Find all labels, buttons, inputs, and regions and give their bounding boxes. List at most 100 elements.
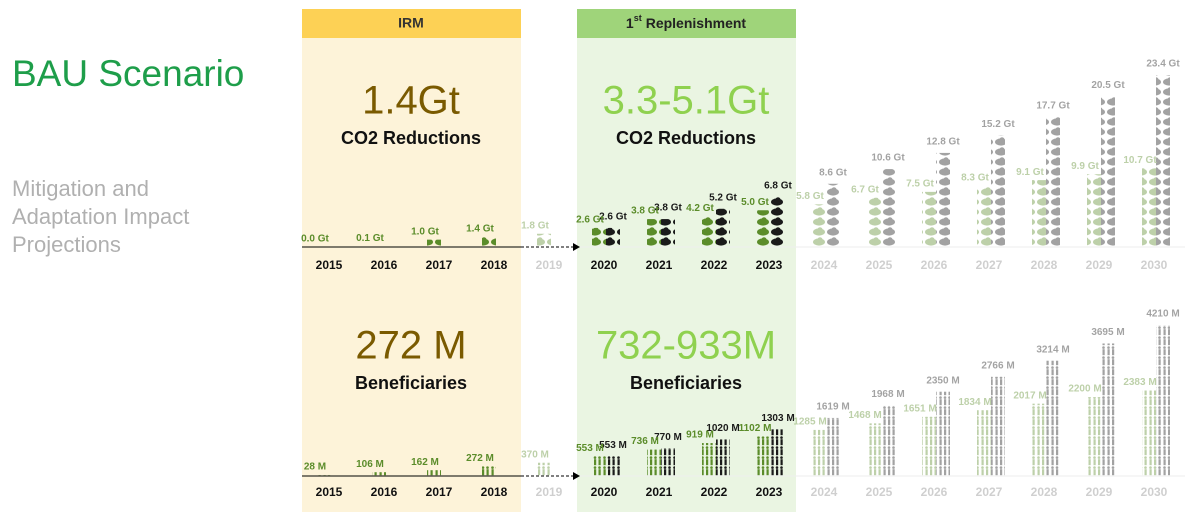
year-label: 2017 — [426, 485, 453, 499]
year-label: 2026 — [921, 258, 948, 272]
value-label: 2.6 Gt — [576, 215, 604, 226]
year-label: 2029 — [1086, 258, 1113, 272]
column: 2029 3695 M 2200 M — [1068, 327, 1124, 499]
value-label: 0.0 Gt — [301, 234, 329, 245]
value-label: 2200 M — [1068, 384, 1101, 395]
value-label: 2766 M — [981, 360, 1014, 371]
headline: 272 M — [355, 324, 466, 368]
year-label: 2021 — [646, 258, 673, 272]
icon-bar — [771, 429, 785, 476]
value-label: 20.5 Gt — [1091, 80, 1125, 91]
value-label: 1102 M — [739, 423, 772, 434]
year-label: 2016 — [371, 485, 398, 499]
icon-bar — [482, 466, 496, 476]
year-label: 2020 — [591, 258, 618, 272]
column: 2027 2766 M 1834 M — [958, 360, 1014, 499]
icon-bar — [881, 405, 895, 476]
year-label: 2030 — [1141, 258, 1168, 272]
caption: Beneficiaries — [630, 373, 742, 393]
icon-bar — [977, 410, 991, 476]
value-label: 1468 M — [848, 410, 881, 421]
icon-bar — [867, 197, 881, 247]
icon-bar — [812, 204, 826, 247]
icon-bar — [771, 197, 785, 247]
year-label: 2028 — [1031, 485, 1058, 499]
icon-bar — [812, 429, 826, 476]
value-label: 6.8 Gt — [764, 181, 792, 192]
icon-bar — [537, 233, 551, 247]
arrowhead — [573, 472, 580, 480]
icon-bar — [1142, 168, 1156, 247]
year-label: 2027 — [976, 485, 1003, 499]
replenishment-panel — [577, 38, 796, 512]
arrowhead — [573, 243, 580, 251]
subtitle: Projections — [12, 232, 121, 257]
year-label: 2017 — [426, 258, 453, 272]
value-label: 736 M — [631, 436, 659, 447]
panel-title: IRM — [398, 15, 424, 31]
icon-bar — [991, 135, 1005, 247]
icon-bar — [702, 216, 716, 247]
icon-bar — [1032, 403, 1046, 476]
value-label: 272 M — [466, 453, 494, 464]
irm-header — [302, 9, 521, 38]
value-label: 770 M — [654, 432, 682, 443]
value-label: 12.8 Gt — [926, 137, 960, 148]
column: 2023 6.8 Gt 5.0 Gt — [741, 181, 792, 273]
headline: 732-933M — [596, 324, 776, 368]
year-label: 2028 — [1031, 258, 1058, 272]
value-label: 5.2 Gt — [709, 192, 737, 203]
year-label: 2018 — [481, 485, 508, 499]
icon-bar — [922, 191, 936, 247]
value-label: 9.9 Gt — [1071, 161, 1099, 172]
value-label: 15.2 Gt — [981, 119, 1015, 130]
value-label: 919 M — [686, 430, 714, 441]
year-label: 2020 — [591, 485, 618, 499]
column: 2022 5.2 Gt4.2 Gt — [686, 192, 737, 272]
value-label: 1.8 Gt — [521, 220, 549, 231]
icon-bar — [647, 449, 661, 476]
caption: CO2 Reductions — [616, 128, 756, 148]
value-label: 23.4 Gt — [1146, 59, 1180, 70]
year-label: 2025 — [866, 258, 893, 272]
year-label: 2029 — [1086, 485, 1113, 499]
value-label: 0.1 Gt — [356, 233, 384, 244]
icon-bar — [592, 227, 606, 247]
year-label: 2027 — [976, 258, 1003, 272]
year-label: 2025 — [866, 485, 893, 499]
headline: 3.3-5.1Gt — [603, 79, 770, 123]
icon-bar — [936, 391, 950, 476]
value-label: 1.0 Gt — [411, 226, 439, 237]
value-label: 1834 M — [958, 397, 991, 408]
column: 2025 10.6 Gt 6.7 Gt — [851, 153, 905, 272]
value-label: 28 M — [304, 462, 326, 473]
icon-bar — [427, 470, 441, 476]
icon-bar — [1101, 96, 1115, 247]
value-label: 1303 M — [761, 413, 794, 424]
panel-title-number: 1 — [626, 15, 634, 31]
value-label: 2350 M — [926, 375, 959, 386]
icon-bar — [606, 227, 620, 247]
icon-bar — [922, 416, 936, 476]
icon-bar — [936, 152, 950, 247]
icon-bar — [881, 169, 895, 247]
value-label: 9.1 Gt — [1016, 167, 1044, 178]
column: 2030 23.4 Gt 10.7 Gt — [1123, 59, 1180, 273]
value-label: 3.8 Gt — [654, 203, 682, 214]
year-label: 2030 — [1141, 485, 1168, 499]
icon-bar — [1156, 325, 1170, 476]
column: 2018 272 M — [466, 453, 508, 499]
value-label: 1651 M — [903, 403, 936, 414]
icon-bar — [647, 219, 661, 247]
value-label: 4.2 Gt — [686, 203, 714, 214]
caption: Beneficiaries — [355, 373, 467, 393]
value-label: 10.6 Gt — [871, 153, 905, 164]
column: 2020 2.6 Gt2.6 Gt — [576, 212, 627, 273]
subtitle: Adaptation Impact — [12, 204, 189, 229]
year-label: 2024 — [811, 485, 838, 499]
caption: CO2 Reductions — [341, 128, 481, 148]
column: 2030 4210 M 2383 M — [1123, 309, 1179, 500]
